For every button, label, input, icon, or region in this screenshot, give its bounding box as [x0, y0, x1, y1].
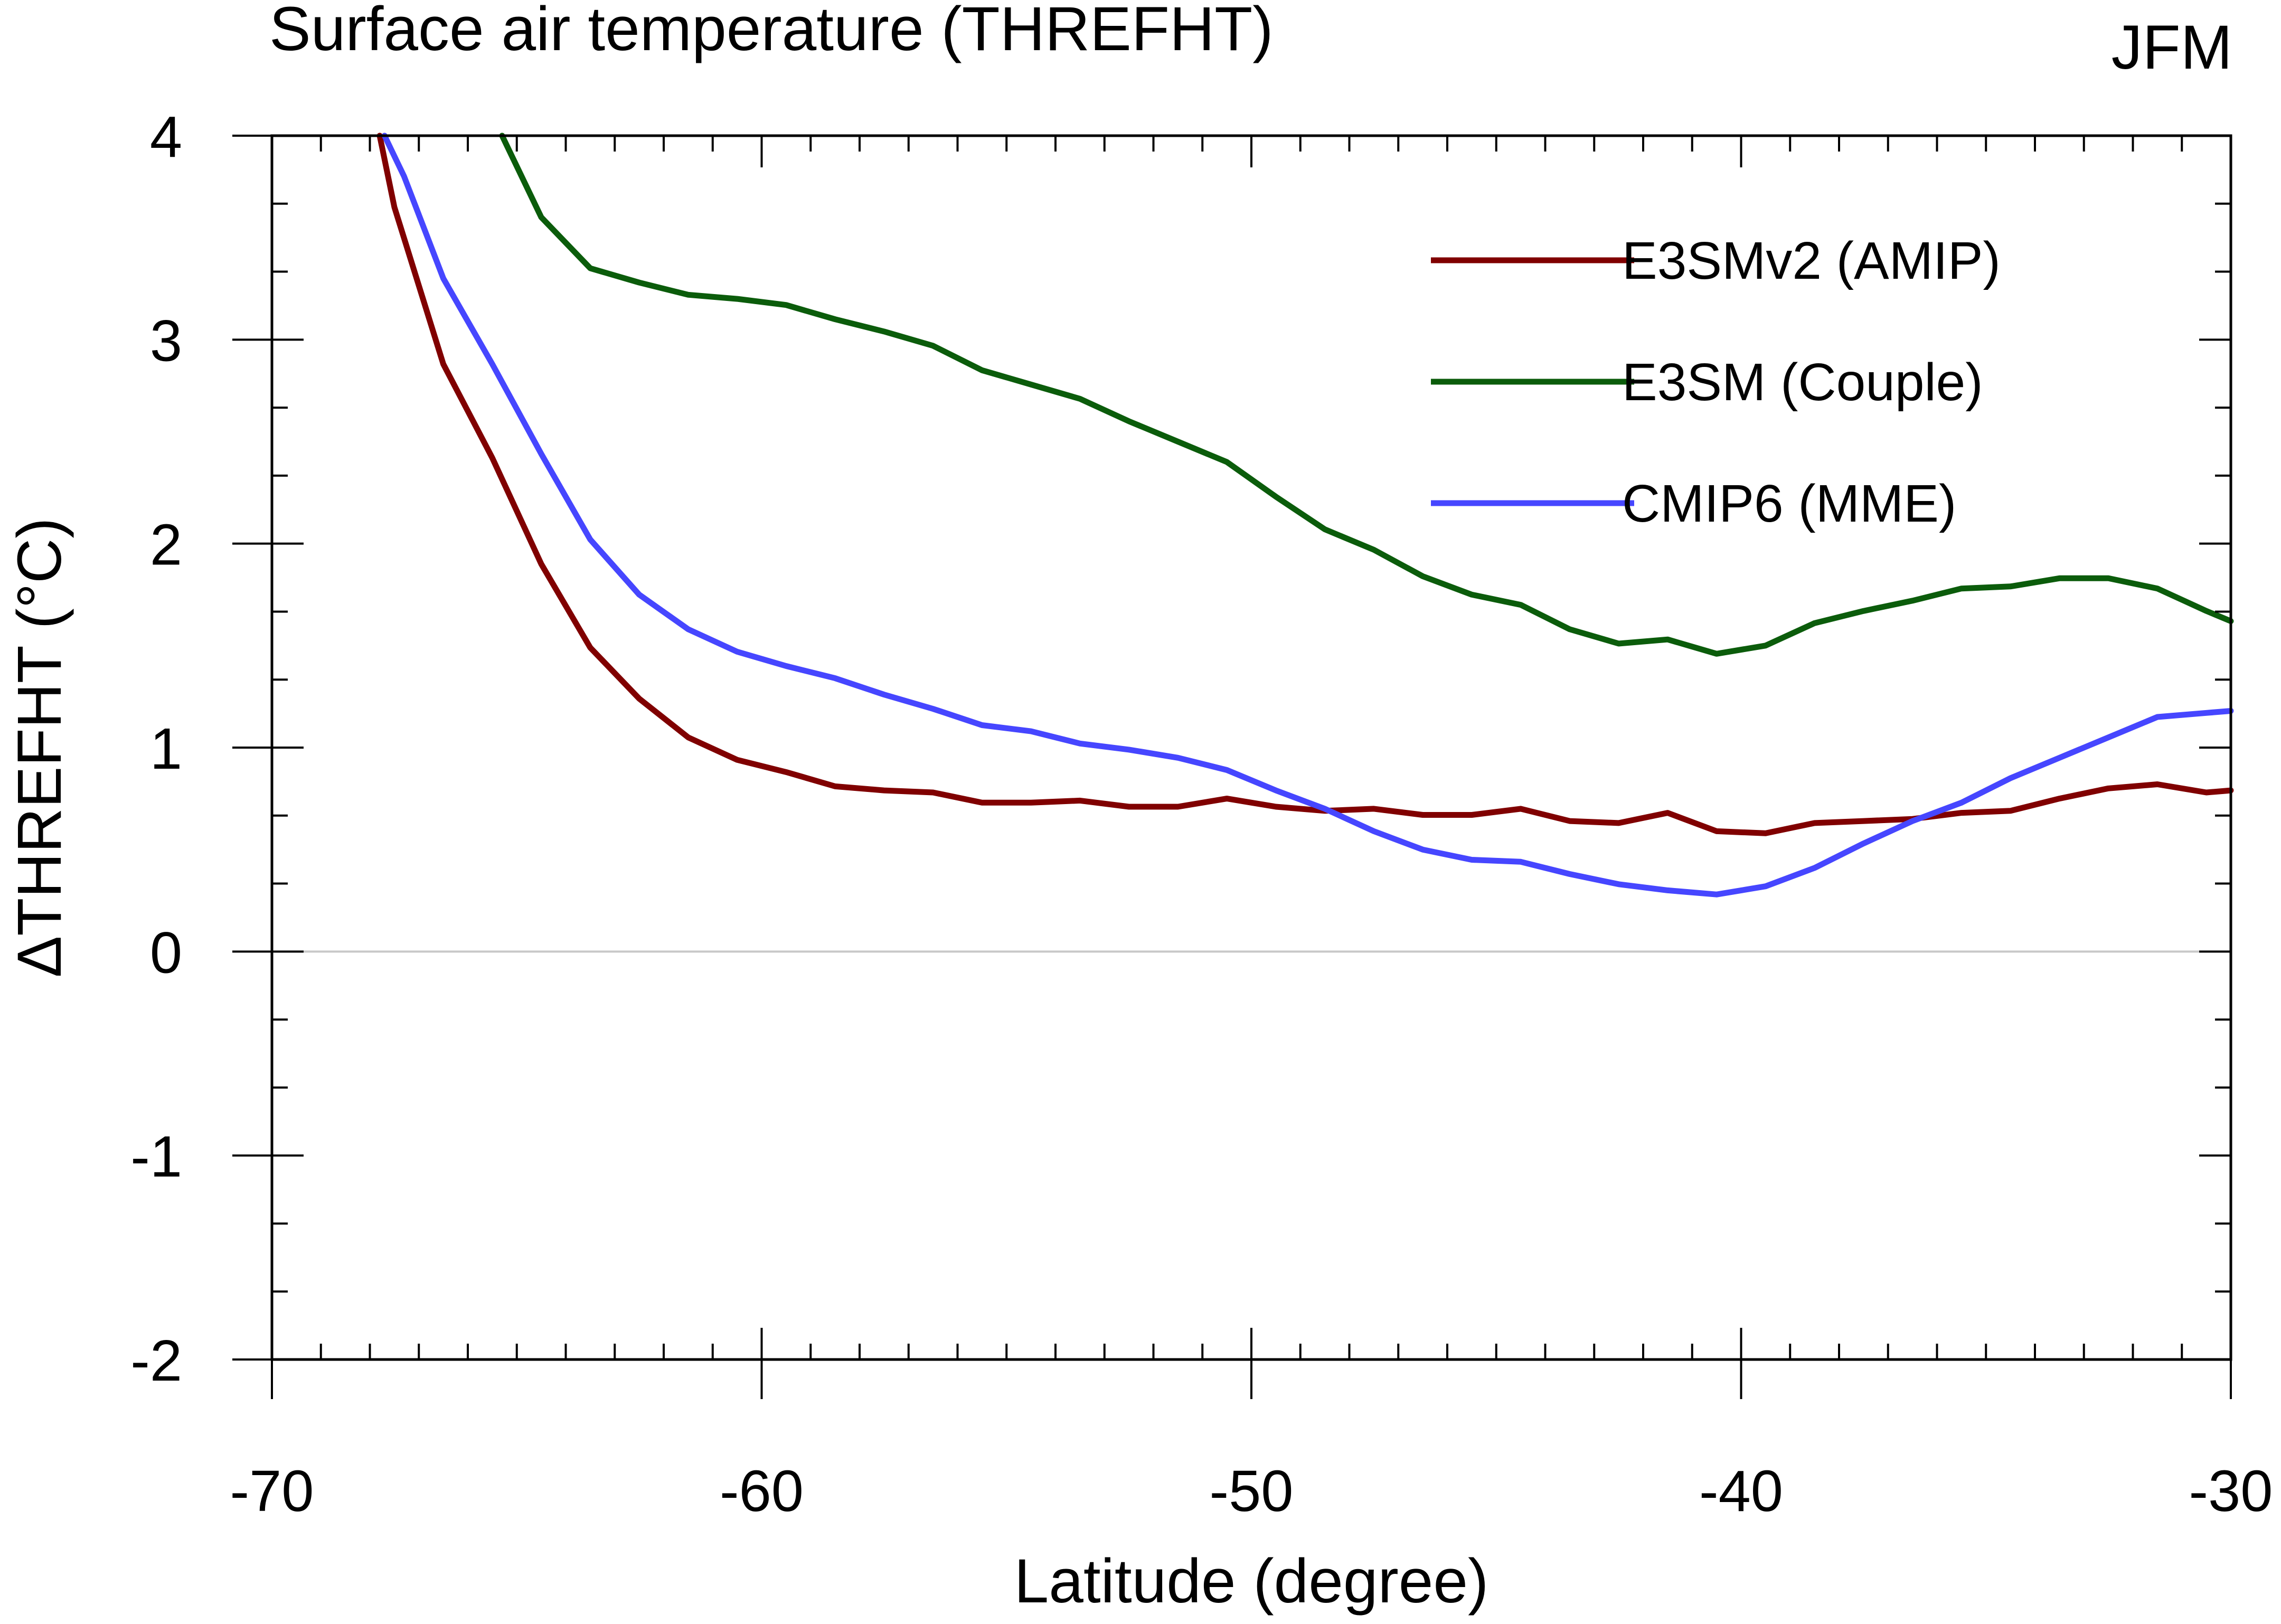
- series-line-3: [381, 133, 2234, 898]
- chart-title: Surface air temperature (THREFHT): [269, 0, 1274, 64]
- x-axis-title: Latitude (degree): [1014, 1546, 1489, 1616]
- plot-frame: [270, 134, 2232, 1361]
- x-tick-label: -60: [720, 1459, 804, 1524]
- x-tick-label: -30: [2189, 1459, 2273, 1524]
- y-tick-label: 1: [150, 716, 182, 781]
- y-tick-label: 3: [150, 308, 182, 373]
- y-tick-label: 4: [150, 105, 182, 169]
- season-label: JFM: [2112, 13, 2232, 82]
- x-tick-label: -70: [230, 1459, 314, 1524]
- legend-label-1: E3SMv2 (AMIP): [1622, 231, 2001, 290]
- legend-label-2: E3SM (Couple): [1622, 353, 1983, 412]
- series-layer: [376, 133, 2234, 898]
- legend: E3SMv2 (AMIP) E3SM (Couple) CMIP6 (MME): [1431, 231, 2001, 533]
- y-tick-label: -1: [130, 1125, 182, 1189]
- x-tick-label: -50: [1210, 1459, 1294, 1524]
- ticks-layer: [232, 135, 2232, 1399]
- series-line-1: [376, 133, 2234, 836]
- y-tick-label: 2: [150, 513, 182, 578]
- y-tick-label: 0: [150, 920, 182, 985]
- tick-labels-layer: -70 -60 -50 -40 -30 -2 -1 0 1 2 3 4: [130, 105, 2273, 1524]
- x-tick-label: -40: [1699, 1459, 1783, 1524]
- legend-label-3: CMIP6 (MME): [1622, 474, 1956, 533]
- y-tick-label: -2: [130, 1328, 182, 1393]
- y-axis-title: ΔTHREFHT (°C): [5, 517, 74, 977]
- series-line-2: [499, 133, 2234, 657]
